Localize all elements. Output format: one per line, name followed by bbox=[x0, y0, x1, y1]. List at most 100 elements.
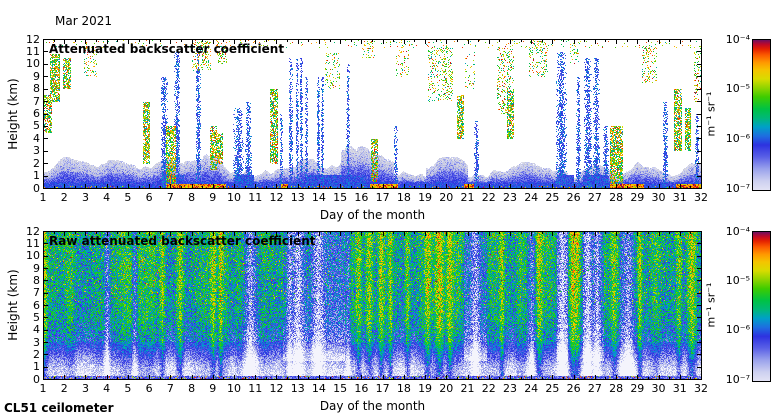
y-tick-label: 11 bbox=[26, 236, 40, 250]
y-tick-label: 8 bbox=[33, 273, 40, 287]
x-tick-label: 31 bbox=[672, 382, 687, 395]
x-tick-label: 2 bbox=[60, 382, 68, 395]
x-tick-label: 8 bbox=[188, 382, 196, 395]
colorbar-tick-label: 10⁻⁴ bbox=[725, 32, 750, 46]
bottom-panel-title: Raw attenuated backscatter coefficient bbox=[49, 234, 316, 248]
month-label: Mar 2021 bbox=[55, 14, 112, 28]
y-tick-label: 11 bbox=[26, 44, 40, 58]
colorbar-bottom-unit: m⁻¹ sr⁻¹ bbox=[704, 282, 718, 328]
y-tick-label: 1 bbox=[33, 360, 40, 374]
x-tick-label: 28 bbox=[609, 191, 624, 204]
x-tick-label: 9 bbox=[209, 382, 217, 395]
x-tick-label: 9 bbox=[209, 191, 217, 204]
x-tick-label: 10 bbox=[227, 191, 242, 204]
x-tick-label: 14 bbox=[311, 382, 326, 395]
x-tick-label: 7 bbox=[166, 382, 174, 395]
colorbar-tick-label: 10⁻⁵ bbox=[725, 273, 750, 287]
y-tick-label: 8 bbox=[33, 82, 40, 96]
x-tick-label: 12 bbox=[269, 191, 284, 204]
colorbar-tick-label: 10⁻⁷ bbox=[725, 372, 750, 386]
x-tick-label: 10 bbox=[227, 382, 242, 395]
y-tick-label: 2 bbox=[33, 347, 40, 361]
x-tick-label: 24 bbox=[524, 191, 539, 204]
x-tick-label: 13 bbox=[290, 382, 305, 395]
heatmap-top-panel bbox=[43, 39, 702, 189]
y-tick-label: 6 bbox=[33, 298, 40, 312]
x-tick-label: 11 bbox=[248, 382, 263, 395]
x-tick-label: 25 bbox=[545, 382, 560, 395]
y-tick-label: 7 bbox=[33, 94, 40, 108]
x-tick-label: 15 bbox=[333, 191, 348, 204]
x-tick-label: 18 bbox=[396, 191, 411, 204]
x-tick-label: 12 bbox=[269, 382, 284, 395]
y-tick-label: 2 bbox=[33, 156, 40, 170]
x-tick-label: 16 bbox=[354, 191, 369, 204]
x-tick-label: 22 bbox=[481, 382, 496, 395]
y-tick-label: 0 bbox=[33, 181, 40, 195]
x-tick-label: 23 bbox=[502, 382, 517, 395]
x-tick-label: 21 bbox=[460, 191, 475, 204]
x-tick-label: 17 bbox=[375, 382, 390, 395]
x-tick-label: 1 bbox=[39, 382, 47, 395]
colorbar-tick-label: 10⁻⁵ bbox=[725, 82, 750, 96]
y-tick-label: 6 bbox=[33, 107, 40, 120]
colorbar-bottom bbox=[752, 231, 771, 382]
x-tick-label: 29 bbox=[630, 191, 645, 204]
top-x-axis-label: Day of the month bbox=[319, 208, 426, 222]
x-tick-label: 30 bbox=[651, 382, 666, 395]
x-tick-label: 11 bbox=[248, 191, 263, 204]
colorbar-tick-label: 10⁻⁶ bbox=[725, 131, 750, 145]
y-tick-label: 0 bbox=[33, 372, 40, 386]
x-tick-label: 13 bbox=[290, 191, 305, 204]
x-tick-label: 26 bbox=[566, 191, 581, 204]
y-tick-label: 3 bbox=[33, 335, 40, 349]
x-tick-label: 1 bbox=[39, 191, 47, 204]
x-tick-label: 22 bbox=[481, 191, 496, 204]
y-tick-label: 10 bbox=[26, 57, 40, 71]
x-tick-label: 18 bbox=[396, 382, 411, 395]
y-tick-label: 10 bbox=[26, 249, 40, 263]
x-tick-label: 6 bbox=[145, 382, 153, 395]
x-tick-label: 23 bbox=[502, 191, 517, 204]
x-tick-label: 16 bbox=[354, 382, 369, 395]
x-tick-label: 28 bbox=[609, 382, 624, 395]
x-tick-label: 15 bbox=[333, 382, 348, 395]
x-tick-label: 3 bbox=[81, 382, 89, 395]
x-tick-label: 26 bbox=[566, 382, 581, 395]
y-tick-label: 5 bbox=[33, 119, 40, 133]
x-tick-label: 29 bbox=[630, 382, 645, 395]
x-tick-label: 19 bbox=[418, 382, 433, 395]
x-tick-label: 27 bbox=[587, 191, 602, 204]
x-tick-label: 24 bbox=[524, 382, 539, 395]
x-tick-label: 32 bbox=[694, 191, 708, 204]
x-tick-label: 7 bbox=[166, 191, 174, 204]
x-tick-label: 17 bbox=[375, 191, 390, 204]
x-tick-label: 25 bbox=[545, 191, 560, 204]
colorbar-tick-label: 10⁻⁴ bbox=[725, 224, 750, 238]
bottom-x-axis-label: Day of the month bbox=[319, 399, 426, 413]
x-tick-label: 32 bbox=[694, 382, 708, 395]
x-tick-label: 5 bbox=[124, 382, 132, 395]
x-tick-label: 5 bbox=[124, 191, 132, 204]
x-tick-label: 27 bbox=[587, 382, 602, 395]
x-tick-label: 3 bbox=[81, 191, 89, 204]
y-tick-label: 9 bbox=[33, 261, 40, 275]
x-tick-label: 20 bbox=[439, 382, 454, 395]
y-tick-label: 3 bbox=[33, 144, 40, 158]
y-tick-label: 9 bbox=[33, 69, 40, 83]
heatmap-bottom-panel bbox=[43, 231, 702, 380]
x-tick-label: 8 bbox=[188, 191, 196, 204]
x-tick-label: 2 bbox=[60, 191, 68, 204]
x-tick-label: 31 bbox=[672, 191, 687, 204]
colorbar-tick-label: 10⁻⁷ bbox=[725, 181, 750, 195]
x-tick-label: 21 bbox=[460, 382, 475, 395]
y-tick-label: 12 bbox=[26, 32, 40, 46]
y-tick-label: 1 bbox=[33, 169, 40, 183]
x-tick-label: 30 bbox=[651, 191, 666, 204]
top-panel-title: Attenuated backscatter coefficient bbox=[49, 42, 285, 56]
x-tick-label: 6 bbox=[145, 191, 153, 204]
y-tick-label: 5 bbox=[33, 310, 40, 324]
y-tick-label: 7 bbox=[33, 286, 40, 300]
x-tick-label: 14 bbox=[311, 191, 326, 204]
